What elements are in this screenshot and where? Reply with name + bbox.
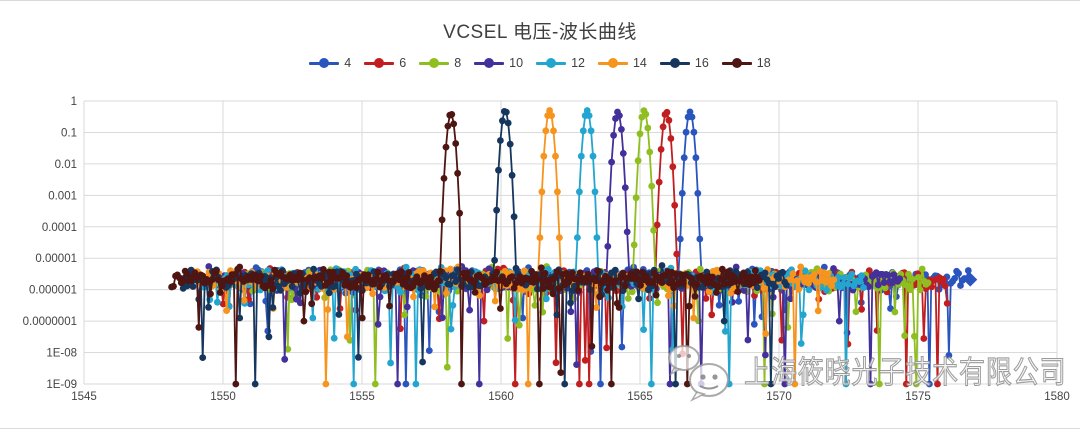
legend-item-12: 12 [536,56,585,70]
legend-label: 8 [454,56,462,70]
legend-item-4: 4 [309,56,351,70]
svg-text:0.1: 0.1 [61,127,77,139]
series-18-points [168,111,763,388]
legend-marker-icon [364,58,395,68]
legend-marker-icon [419,58,450,68]
svg-text:1E-09: 1E-09 [46,379,77,391]
legend-label: 12 [571,56,585,70]
legend-marker-icon [659,58,690,68]
series-4-end-marker [963,272,978,287]
series-4 [219,108,978,388]
svg-text:1: 1 [71,96,77,108]
svg-text:1570: 1570 [766,391,792,403]
svg-text:0.0000001: 0.0000001 [23,316,77,328]
series-16-points [177,108,790,388]
legend-label: 4 [344,56,352,70]
series-8-line [211,108,929,385]
svg-text:1545: 1545 [71,391,97,403]
series-14-line [188,107,835,385]
svg-text:1580: 1580 [1044,391,1070,403]
svg-text:1555: 1555 [349,391,375,403]
series-16 [177,108,790,388]
legend-marker-icon [474,58,505,68]
svg-text:1575: 1575 [905,391,931,403]
legend-item-10: 10 [474,56,523,70]
legend-item-18: 18 [721,56,771,70]
legend-item-14: 14 [597,56,647,70]
legend-marker-icon [721,58,752,68]
legend-label: 16 [694,56,709,70]
legend-label: 6 [399,56,407,70]
legend-marker-icon [536,58,567,68]
svg-text:1550: 1550 [210,391,236,403]
series-10 [201,108,904,388]
svg-text:0.000001: 0.000001 [29,285,77,297]
legend-item-16: 16 [659,56,709,70]
series-18 [168,111,763,388]
series-10-points [201,108,904,388]
y-axis-labels: 1 0.1 0.01 0.001 0.0001 0.00001 0.000001 0.0000… [23,96,77,391]
svg-text:0.00001: 0.00001 [35,253,77,265]
legend-label: 14 [632,56,647,70]
svg-text:1560: 1560 [488,391,514,403]
series-8-points [208,107,932,388]
legend-label: 18 [756,56,771,70]
legend-item-8: 8 [419,56,461,70]
svg-text:0.0001: 0.0001 [42,222,77,234]
legend-label: 10 [509,56,524,70]
chart-legend: 4 6 8 10 12 14 16 18 [0,54,1080,72]
series-8 [208,107,932,388]
svg-text:0.001: 0.001 [48,190,77,202]
legend-item-6: 6 [364,56,406,70]
gridlines [83,100,1058,385]
svg-text:1E-08: 1E-08 [46,348,77,360]
svg-text:1565: 1565 [627,391,653,403]
legend-marker-icon [309,58,340,68]
svg-text:0.01: 0.01 [55,159,77,171]
x-axis-labels: 1545 1550 1555 1560 1565 1570 1575 1580 [71,391,1070,403]
chart-title: VCSEL 电压-波长曲线 [443,22,637,43]
legend-marker-icon [597,58,628,68]
